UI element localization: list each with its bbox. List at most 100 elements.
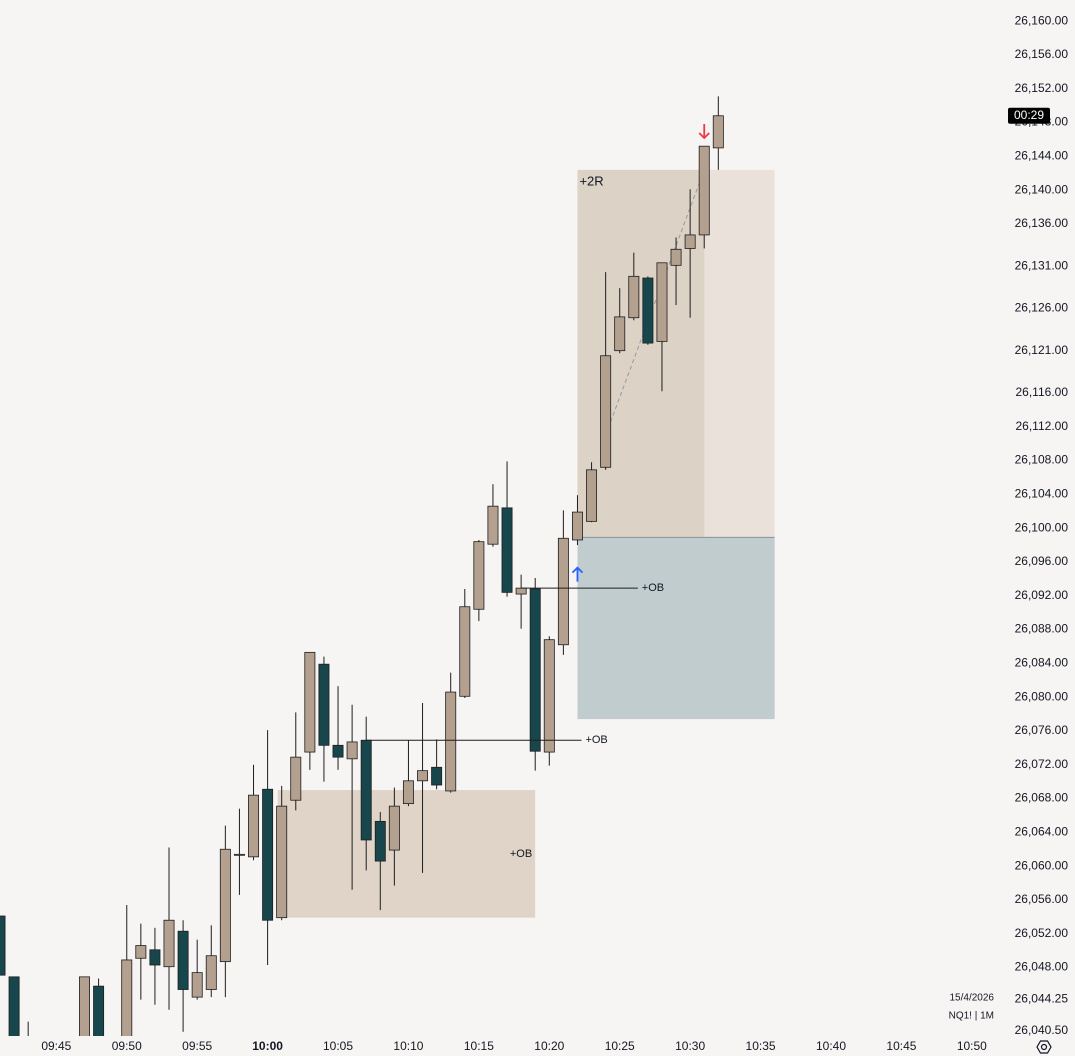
y-tick-label: 26,076.00 bbox=[1015, 723, 1069, 737]
symbol-label: NQ1! | 1M bbox=[949, 1011, 994, 1022]
x-tick-label: 10:25 bbox=[605, 1039, 635, 1053]
order-block-label: +OB bbox=[585, 734, 607, 746]
y-tick-label: 26,104.00 bbox=[1015, 487, 1069, 501]
y-tick-label: 26,152.00 bbox=[1015, 81, 1069, 95]
x-tick-label: 10:10 bbox=[393, 1039, 423, 1053]
candle-body bbox=[529, 588, 541, 752]
x-tick-label: 09:45 bbox=[41, 1039, 71, 1053]
x-tick-label: 10:15 bbox=[464, 1039, 494, 1053]
candle-body bbox=[487, 505, 499, 545]
candle-body bbox=[135, 945, 147, 959]
y-tick-label: 26,064.00 bbox=[1015, 825, 1069, 839]
y-tick-label: 26,112.00 bbox=[1016, 419, 1069, 433]
candle-body bbox=[248, 794, 259, 858]
x-tick-label: 10:00 bbox=[252, 1039, 283, 1053]
candle-body bbox=[233, 853, 245, 856]
candle-body bbox=[8, 976, 20, 1036]
y-tick-label: 26,056.00 bbox=[1015, 892, 1069, 906]
y-tick-label: 26,040.50 bbox=[1015, 1023, 1069, 1037]
y-tick-label: 26,044.25 bbox=[1015, 991, 1069, 1005]
x-tick-label: 10:45 bbox=[886, 1039, 916, 1053]
candle-body bbox=[417, 770, 429, 782]
y-tick-label: 26,072.00 bbox=[1015, 757, 1069, 771]
x-tick-label: 10:30 bbox=[675, 1039, 705, 1053]
candle-body bbox=[402, 780, 414, 805]
candle-body bbox=[388, 805, 400, 851]
candle-body bbox=[557, 537, 569, 646]
y-tick-label: 26,121.00 bbox=[1015, 343, 1069, 357]
x-tick-label: 10:20 bbox=[534, 1039, 564, 1053]
stop-zone bbox=[577, 537, 775, 720]
y-tick-label: 26,096.00 bbox=[1015, 554, 1069, 568]
y-tick-label: 26,092.00 bbox=[1015, 588, 1069, 602]
trade-path bbox=[605, 169, 705, 436]
candle-body bbox=[712, 115, 724, 149]
x-tick-label: 09:50 bbox=[112, 1039, 142, 1053]
candle-body bbox=[290, 756, 302, 801]
candle-body bbox=[628, 275, 640, 319]
candle-body bbox=[670, 248, 682, 266]
y-tick-label: 26,144.00 bbox=[1015, 149, 1069, 163]
position-label: +2R bbox=[579, 173, 603, 188]
candle-body bbox=[586, 469, 598, 522]
candle-body bbox=[571, 511, 583, 541]
candle-body bbox=[431, 766, 443, 786]
settings-icon[interactable] bbox=[1036, 1040, 1052, 1054]
y-tick-label: 26,084.00 bbox=[1015, 656, 1069, 670]
candle-body bbox=[304, 651, 316, 753]
y-tick-label: 26,116.00 bbox=[1016, 385, 1069, 399]
candle-body bbox=[318, 663, 330, 746]
candle-body bbox=[698, 145, 710, 236]
order-block-label: +OB bbox=[642, 582, 664, 594]
x-tick-label: 10:35 bbox=[746, 1039, 776, 1053]
x-tick-label: 10:50 bbox=[957, 1039, 987, 1053]
y-tick-label: 26,126.00 bbox=[1015, 301, 1069, 315]
signal-arrow bbox=[698, 123, 710, 140]
candle-body bbox=[262, 788, 274, 921]
candle-body bbox=[656, 262, 668, 342]
order-block bbox=[277, 790, 536, 918]
candle-body bbox=[205, 955, 217, 990]
candle-body bbox=[79, 976, 90, 1036]
candle-body bbox=[23, 1052, 33, 1056]
y-tick-label: 26,140.00 bbox=[1015, 182, 1069, 196]
y-tick-label: 26,136.00 bbox=[1015, 216, 1069, 230]
candle-body bbox=[219, 848, 231, 963]
x-tick-label: 10:40 bbox=[816, 1039, 846, 1053]
candle-body bbox=[642, 277, 654, 344]
y-tick-label: 26,068.00 bbox=[1015, 791, 1069, 805]
signal-arrow bbox=[571, 566, 584, 582]
candle-body bbox=[473, 541, 485, 610]
candle-body bbox=[515, 587, 527, 595]
y-tick-label: 26,156.00 bbox=[1015, 47, 1069, 61]
candle-body bbox=[614, 316, 626, 352]
date-label: 15/4/2026 bbox=[950, 993, 995, 1004]
price-axis: 26,160.0026,156.0026,152.0026,148.0026,1… bbox=[1015, 13, 1069, 1037]
y-tick-label: 26,048.00 bbox=[1015, 960, 1069, 974]
countdown-label: 00:29 bbox=[1014, 108, 1044, 122]
candle-body bbox=[459, 606, 471, 697]
candle-body bbox=[543, 639, 555, 753]
y-tick-label: 26,060.00 bbox=[1015, 858, 1069, 872]
y-tick-label: 26,080.00 bbox=[1015, 689, 1069, 703]
candle-body bbox=[276, 805, 288, 919]
y-tick-label: 26,160.00 bbox=[1015, 13, 1069, 27]
y-tick-label: 26,052.00 bbox=[1015, 926, 1069, 940]
candle-body bbox=[374, 820, 386, 862]
candle-body bbox=[332, 744, 344, 758]
candle-body bbox=[177, 930, 189, 990]
x-tick-label: 09:55 bbox=[182, 1039, 212, 1053]
candle-body bbox=[501, 507, 513, 593]
candle-body bbox=[346, 741, 358, 760]
y-tick-label: 26,100.00 bbox=[1015, 520, 1069, 534]
profit-zone-filled bbox=[577, 169, 705, 538]
candle-body bbox=[149, 949, 161, 966]
candle-body bbox=[360, 739, 372, 841]
candle-body bbox=[163, 919, 175, 968]
candle-body bbox=[684, 234, 696, 249]
candle-body bbox=[600, 355, 612, 468]
x-tick-label: 10:05 bbox=[323, 1039, 353, 1053]
candle-body bbox=[121, 959, 133, 1036]
candle-body bbox=[445, 691, 457, 792]
